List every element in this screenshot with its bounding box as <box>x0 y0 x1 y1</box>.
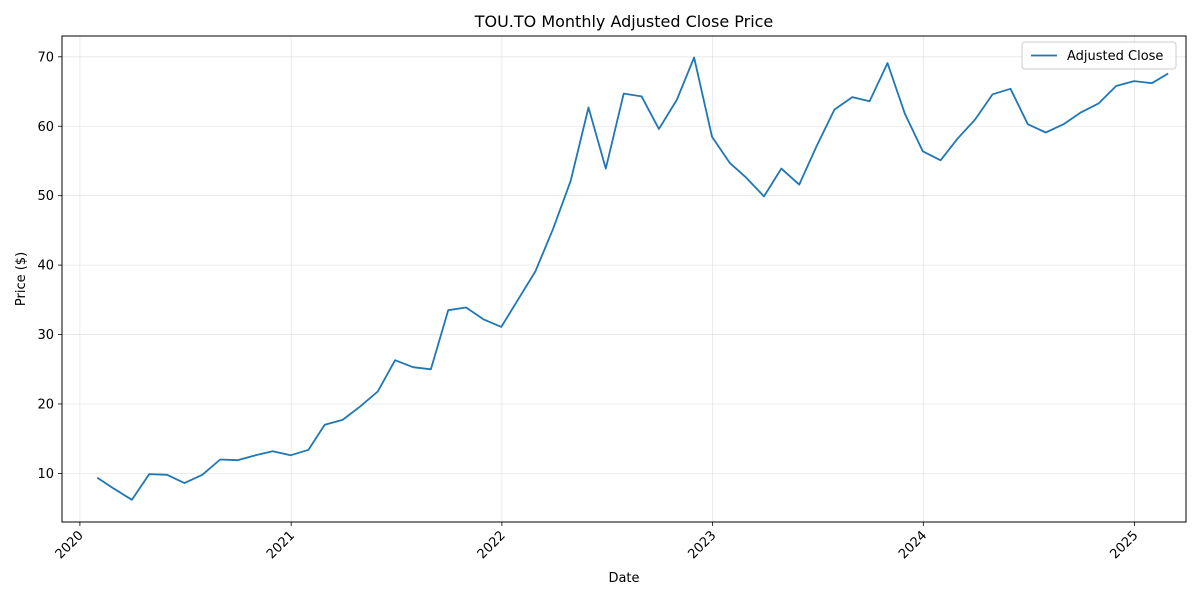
data-point <box>1027 123 1029 125</box>
data-point <box>886 62 888 64</box>
data-point <box>729 162 731 164</box>
data-point <box>1133 80 1135 82</box>
data-point <box>991 93 993 95</box>
data-point <box>711 135 713 137</box>
data-point <box>833 108 835 110</box>
data-point <box>658 128 660 130</box>
data-point <box>272 450 274 452</box>
data-point <box>412 366 414 368</box>
y-tick-label: 50 <box>37 189 54 204</box>
data-point <box>254 454 256 456</box>
data-point <box>868 100 870 102</box>
data-point <box>183 482 185 484</box>
data-point <box>236 459 238 461</box>
data-point <box>482 318 484 320</box>
data-point <box>1009 88 1011 90</box>
data-point <box>676 99 678 101</box>
data-point <box>922 150 924 152</box>
data-point <box>956 138 958 140</box>
y-tick-label: 60 <box>37 120 54 135</box>
y-tick-label: 10 <box>37 467 54 482</box>
data-point <box>1045 131 1047 133</box>
y-tick-label: 30 <box>37 328 54 343</box>
data-point <box>552 227 554 229</box>
data-point <box>377 390 379 392</box>
data-point <box>359 406 361 408</box>
data-point <box>780 167 782 169</box>
data-point <box>904 113 906 115</box>
data-point <box>131 499 133 501</box>
chart-title: TOU.TO Monthly Adjusted Close Price <box>474 12 774 31</box>
data-point <box>605 167 607 169</box>
data-point <box>447 309 449 311</box>
data-point <box>939 159 941 161</box>
legend-box <box>1021 41 1177 70</box>
data-point <box>745 176 747 178</box>
data-point <box>815 145 817 147</box>
data-point <box>148 473 150 475</box>
y-tick-label: 40 <box>37 259 54 274</box>
data-point <box>1151 82 1153 84</box>
data-point <box>341 419 343 421</box>
data-point <box>500 326 502 328</box>
data-point <box>851 96 853 98</box>
data-point <box>465 306 467 308</box>
data-point <box>693 56 695 58</box>
data-point <box>323 424 325 426</box>
data-point <box>763 195 765 197</box>
data-point <box>587 106 589 108</box>
series-layer <box>96 56 1169 501</box>
plot-frame <box>61 35 1187 523</box>
data-point <box>166 474 168 476</box>
data-point <box>1115 85 1117 87</box>
data-point <box>430 368 432 370</box>
data-point <box>219 458 221 460</box>
y-tick-label: 20 <box>37 397 54 412</box>
data-point <box>569 180 571 182</box>
data-point <box>640 95 642 97</box>
data-point <box>518 297 520 299</box>
data-point <box>113 487 115 489</box>
data-point <box>394 359 396 361</box>
data-point <box>289 454 291 456</box>
data-point <box>1167 72 1169 74</box>
y-axis-label: Price ($) <box>14 252 29 306</box>
grid <box>62 36 1186 522</box>
data-point <box>201 474 203 476</box>
data-point <box>974 118 976 120</box>
data-point <box>307 449 309 451</box>
x-axis-label: Date <box>608 571 639 586</box>
data-point <box>1080 111 1082 113</box>
data-point <box>96 476 98 478</box>
data-point <box>623 92 625 94</box>
data-point <box>798 183 800 185</box>
legend-label: Adjusted Close <box>1067 49 1163 64</box>
y-tick-label: 70 <box>37 50 54 65</box>
legend: Adjusted Close <box>1021 41 1177 70</box>
data-point <box>534 270 536 272</box>
series-line <box>96 56 1169 501</box>
data-point <box>1098 102 1100 104</box>
data-point <box>1062 123 1064 125</box>
